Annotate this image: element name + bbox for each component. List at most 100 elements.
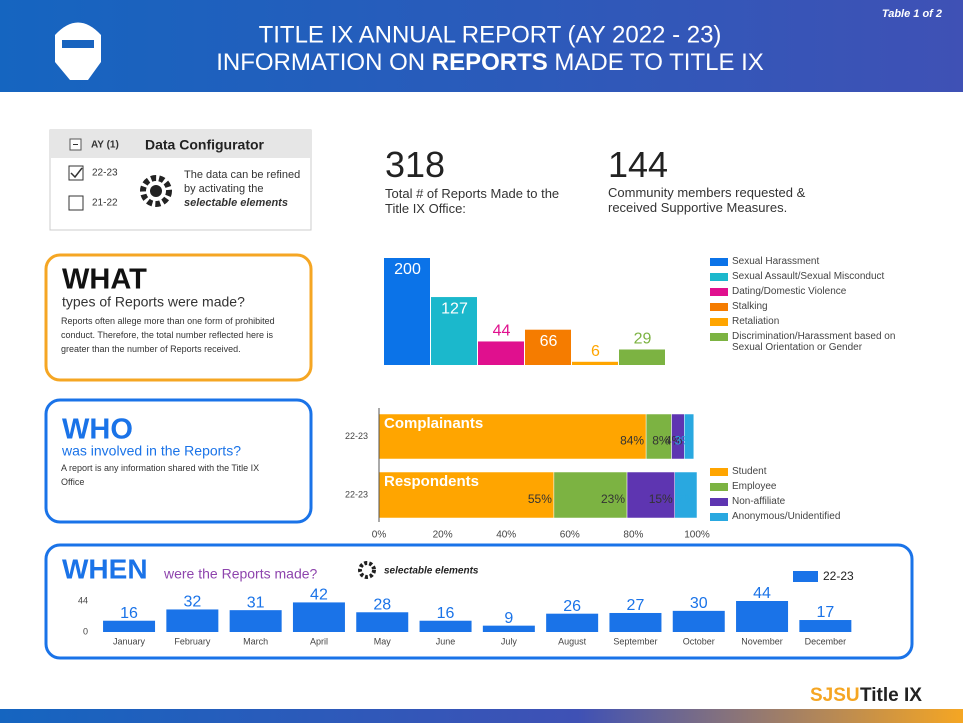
value-label: 27 [627, 597, 645, 614]
title-line1: TITLE IX ANNUAL REPORT (AY 2022 - 23) [259, 21, 722, 48]
option-label: 22-23 [92, 168, 118, 179]
x-tick-label: March [243, 636, 268, 646]
selectable-label: selectable elements [384, 566, 479, 577]
note-bold: selectable elements [184, 197, 288, 209]
legend-label: Non-affiliate [732, 496, 786, 507]
legend-label: Retaliation [732, 316, 780, 327]
bar [103, 620, 156, 632]
legend-label: 22-23 [823, 569, 854, 583]
bar-segment [378, 413, 647, 460]
bar [736, 601, 789, 632]
bar [482, 625, 535, 632]
x-tick-label: February [174, 636, 211, 646]
x-tick-label: December [805, 636, 847, 646]
who-note: A report is any information shared with … [61, 463, 260, 487]
legend-swatch [710, 258, 728, 266]
bar [799, 620, 852, 632]
value-label: 84% [620, 434, 644, 448]
legend-label: Sexual Harassment [732, 256, 820, 267]
option-label: 21-22 [92, 198, 118, 209]
value-label: 4% [665, 434, 683, 448]
value-label: 30 [690, 595, 708, 612]
legend-swatch [710, 498, 728, 506]
value-label: 17 [816, 604, 834, 621]
legend-label: Dating/Domestic Violence [732, 286, 847, 297]
y-tick-label: 0 [83, 626, 88, 636]
who-subheading: was involved in the Reports? [61, 443, 241, 459]
bar [384, 258, 430, 365]
what-subheading: types of Reports were made? [62, 294, 245, 310]
who-heading: WHO [62, 414, 133, 446]
legend-swatch [710, 318, 728, 326]
title-line2: INFORMATION ON REPORTS MADE TO TITLE IX [216, 49, 764, 76]
gear-icon [140, 175, 172, 207]
value-label: 26 [563, 598, 581, 615]
value-label: 29 [634, 331, 652, 348]
legend-swatch [710, 303, 728, 311]
header-band [0, 0, 963, 92]
legend-swatch [710, 288, 728, 296]
x-tick-label: 20% [433, 530, 453, 541]
row-title: Respondents [384, 473, 479, 490]
value-label: 127 [441, 300, 468, 317]
value-label: 15% [649, 492, 673, 506]
row-title: Complainants [384, 415, 483, 432]
kpi-label: Total # of Reports Made to the Title IX … [385, 186, 560, 216]
logo [55, 22, 101, 80]
bar [572, 361, 618, 365]
kpi-value: 318 [385, 144, 446, 185]
bar [546, 613, 599, 632]
legend-swatch [710, 333, 728, 341]
title-bold: REPORTS [432, 49, 548, 76]
bar [356, 612, 409, 632]
what-box [44, 253, 313, 382]
bar-segment [378, 471, 555, 519]
what-note: Reports often allege more than one form … [61, 316, 275, 354]
value-label: 7% [678, 492, 696, 506]
bar-segment [553, 471, 628, 519]
bar [431, 297, 477, 365]
legend-swatch [793, 571, 818, 582]
x-tick-label: August [558, 636, 587, 646]
bar [525, 329, 571, 365]
value-label: 44 [753, 585, 771, 602]
row-label: 22-23 [345, 431, 368, 441]
x-tick-label: 80% [623, 530, 643, 541]
value-label: 9 [504, 610, 513, 627]
legend-label: Employee [732, 481, 777, 492]
bar [229, 610, 282, 632]
who-box [44, 398, 313, 524]
checkbox[interactable] [68, 195, 84, 211]
value-label: 31 [247, 594, 265, 611]
legend-label: Stalking [732, 301, 768, 312]
brand-sjsu: SJSU [810, 685, 860, 706]
value-label: 16 [120, 605, 138, 622]
kpi-label: Community members requested & received S… [608, 185, 806, 215]
page-label: Table 1 of 2 [882, 8, 942, 20]
what-heading: WHAT [62, 264, 147, 296]
value-label: 6 [591, 343, 600, 360]
value-label: 42 [310, 587, 328, 604]
bar [609, 612, 662, 632]
bar-segment [674, 471, 698, 519]
value-label: 32 [183, 594, 201, 611]
x-tick-label: 0% [372, 530, 387, 541]
legend-swatch [710, 483, 728, 491]
gear-hub [150, 185, 162, 197]
x-tick-label: November [741, 636, 783, 646]
value-label: 55% [528, 492, 552, 506]
x-tick-label: April [310, 636, 328, 646]
title-post: MADE TO TITLE IX [554, 49, 763, 76]
kpi-value: 144 [608, 144, 669, 185]
check-mark [70, 167, 83, 179]
value-label: 23% [601, 492, 625, 506]
value-label: 8% [652, 434, 670, 448]
checkbox[interactable] [68, 165, 84, 181]
legend-label: Discrimination/Harassment based on Sexua… [732, 331, 896, 353]
x-tick-label: January [113, 636, 146, 646]
when-heading: WHEN [62, 553, 148, 584]
legend-swatch [710, 273, 728, 281]
title-pre: INFORMATION ON [216, 49, 425, 76]
bar-segment [684, 413, 695, 460]
